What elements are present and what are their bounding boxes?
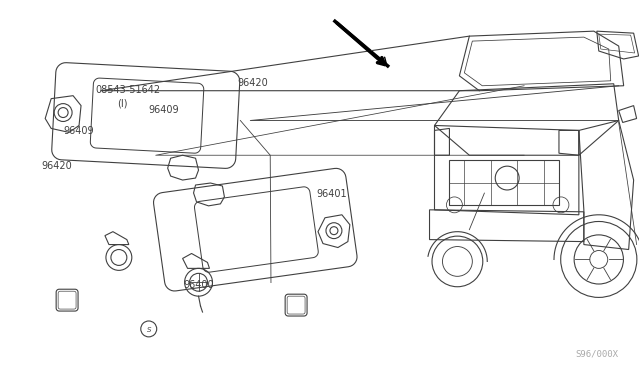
Text: 96409: 96409: [148, 105, 179, 115]
Text: 96420: 96420: [237, 78, 268, 87]
Text: 08543-51642: 08543-51642: [96, 85, 161, 95]
Text: S96/000X: S96/000X: [576, 350, 619, 359]
Text: S: S: [147, 327, 151, 333]
Text: 96409: 96409: [64, 126, 95, 135]
Text: (I): (I): [118, 99, 128, 109]
Text: 96400: 96400: [183, 279, 214, 289]
Text: 96401: 96401: [317, 189, 348, 199]
Text: 96420: 96420: [41, 161, 72, 171]
Bar: [449, 160, 559, 205]
